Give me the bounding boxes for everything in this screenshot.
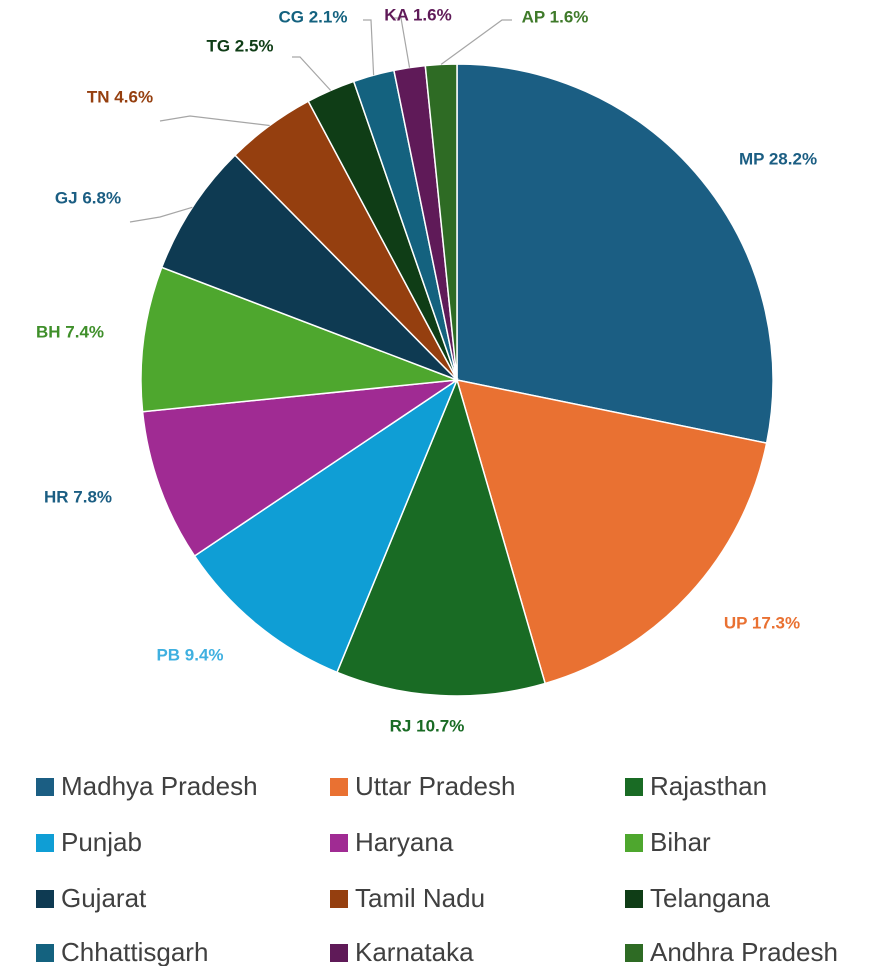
- leader-line: [159, 115, 270, 127]
- data-label: BH 7.4%: [36, 322, 104, 341]
- data-label: CG 2.1%: [279, 7, 348, 26]
- data-label: KA 1.6%: [384, 5, 451, 24]
- leader-line: [440, 19, 512, 65]
- data-label: HR 7.8%: [44, 487, 112, 506]
- legend-label: Karnataka: [355, 937, 474, 966]
- pie-slice: [193, 378, 459, 674]
- legend-swatch: [625, 890, 643, 908]
- legend-swatch: [330, 778, 348, 796]
- legend-swatch: [36, 778, 54, 796]
- data-label: TG 2.5%: [206, 36, 273, 55]
- legend-swatch: [625, 944, 643, 962]
- legend-label: Punjab: [61, 827, 142, 857]
- legend-swatch: [36, 890, 54, 908]
- pie-slice: [455, 379, 768, 685]
- legend-label: Uttar Pradesh: [355, 771, 515, 801]
- legend-label: Chhattisgarh: [61, 937, 208, 966]
- leader-line: [129, 206, 193, 223]
- pie-slice: [456, 63, 774, 444]
- legend-swatch: [36, 944, 54, 962]
- data-label: MP 28.2%: [739, 149, 817, 168]
- legend-label: Telangana: [650, 883, 771, 913]
- legend-swatch: [330, 890, 348, 908]
- leader-line: [363, 19, 375, 76]
- legend-label: Haryana: [355, 827, 454, 857]
- data-label: RJ 10.7%: [390, 716, 465, 735]
- pie-slice: [141, 379, 458, 558]
- pie-slice: [336, 377, 547, 697]
- legend-label: Madhya Pradesh: [61, 771, 258, 801]
- legend-label: Bihar: [650, 827, 711, 857]
- legend-label: Rajasthan: [650, 771, 767, 801]
- legend-label: Tamil Nadu: [355, 883, 485, 913]
- legend-swatch: [330, 834, 348, 852]
- leader-line: [292, 56, 332, 91]
- legend-swatch: [625, 834, 643, 852]
- legend-swatch: [625, 778, 643, 796]
- data-label: TN 4.6%: [87, 87, 153, 106]
- pie-slice: [160, 154, 458, 381]
- data-label: UP 17.3%: [724, 613, 800, 632]
- legend-swatch: [330, 944, 348, 962]
- data-label: AP 1.6%: [522, 7, 589, 26]
- legend-label: Gujarat: [61, 883, 147, 913]
- legend-label: Andhra Pradesh: [650, 937, 838, 966]
- leader-line: [393, 17, 411, 68]
- data-label: GJ 6.8%: [55, 188, 121, 207]
- data-label: PB 9.4%: [156, 645, 223, 664]
- legend-swatch: [36, 834, 54, 852]
- pie-slice: [140, 266, 458, 413]
